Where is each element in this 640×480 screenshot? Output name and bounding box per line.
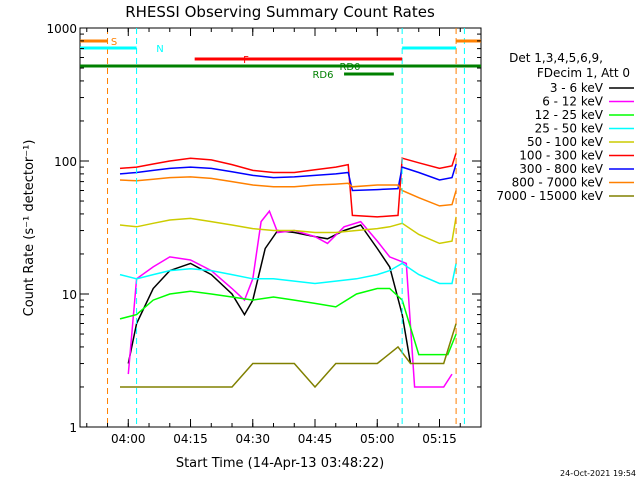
annotation-label: RD6	[312, 70, 333, 81]
x-tick-label: 04:00	[111, 432, 146, 446]
x-tick-label: 04:30	[235, 432, 270, 446]
x-tick-label: 04:45	[298, 432, 333, 446]
x-tick-label: 04:15	[173, 432, 208, 446]
series-line	[120, 323, 457, 389]
vertical-marker-layer	[107, 28, 465, 427]
legend-header-line1: Det 1,3,4,5,6,9,	[509, 51, 603, 65]
axis-layer: 04:00 04:15 04:30 04:45 05:00 05:15 1 10 100 1000	[46, 22, 482, 446]
legend-label: 25 - 50 keV	[535, 122, 604, 136]
legend-label: 3 - 6 keV	[550, 81, 604, 95]
legend-label: 300 - 800 keV	[519, 162, 603, 176]
series-line	[119, 216, 457, 245]
annotation-label: N	[156, 44, 163, 55]
y-tick-label: 1	[69, 421, 77, 435]
footer-timestamp: 24-Oct-2021 19:54	[560, 469, 636, 478]
legend-label: 7000 - 15000 keV	[496, 189, 603, 203]
series-line	[127, 209, 453, 388]
annotation-label: RD0	[339, 62, 360, 73]
series-layer	[119, 152, 457, 389]
annotation-label: F	[243, 55, 249, 66]
x-tick-label: 05:00	[360, 432, 395, 446]
series-line	[119, 176, 457, 207]
plot-frame	[79, 27, 482, 428]
annotation-label: S	[111, 37, 117, 48]
y-tick-label: 1000	[46, 22, 77, 36]
legend-label: 100 - 300 keV	[519, 149, 603, 163]
y-axis-label: Count Rate (s⁻¹ detector⁻¹)	[22, 140, 37, 317]
series-line	[119, 262, 457, 285]
legend-label: 50 - 100 keV	[527, 135, 604, 149]
annotation-layer: S N F RD0 RD6	[80, 37, 481, 81]
legend-label: 800 - 7000 keV	[512, 176, 604, 190]
y-tick-label: 100	[54, 155, 77, 169]
y-tick-label: 10	[62, 288, 77, 302]
chart-title: RHESSI Observing Summary Count Rates	[125, 3, 435, 21]
series-line	[119, 287, 457, 356]
x-axis-label: Start Time (14-Apr-13 03:48:22)	[176, 456, 384, 471]
legend-header-line2: FDecim 1, Att 0	[537, 66, 630, 80]
x-tick-label: 05:15	[422, 432, 457, 446]
legend-label: 12 - 25 keV	[535, 108, 604, 122]
legend-label: 6 - 12 keV	[542, 95, 604, 109]
series-line	[119, 163, 457, 192]
series-line	[127, 224, 412, 364]
series-line	[119, 152, 457, 218]
